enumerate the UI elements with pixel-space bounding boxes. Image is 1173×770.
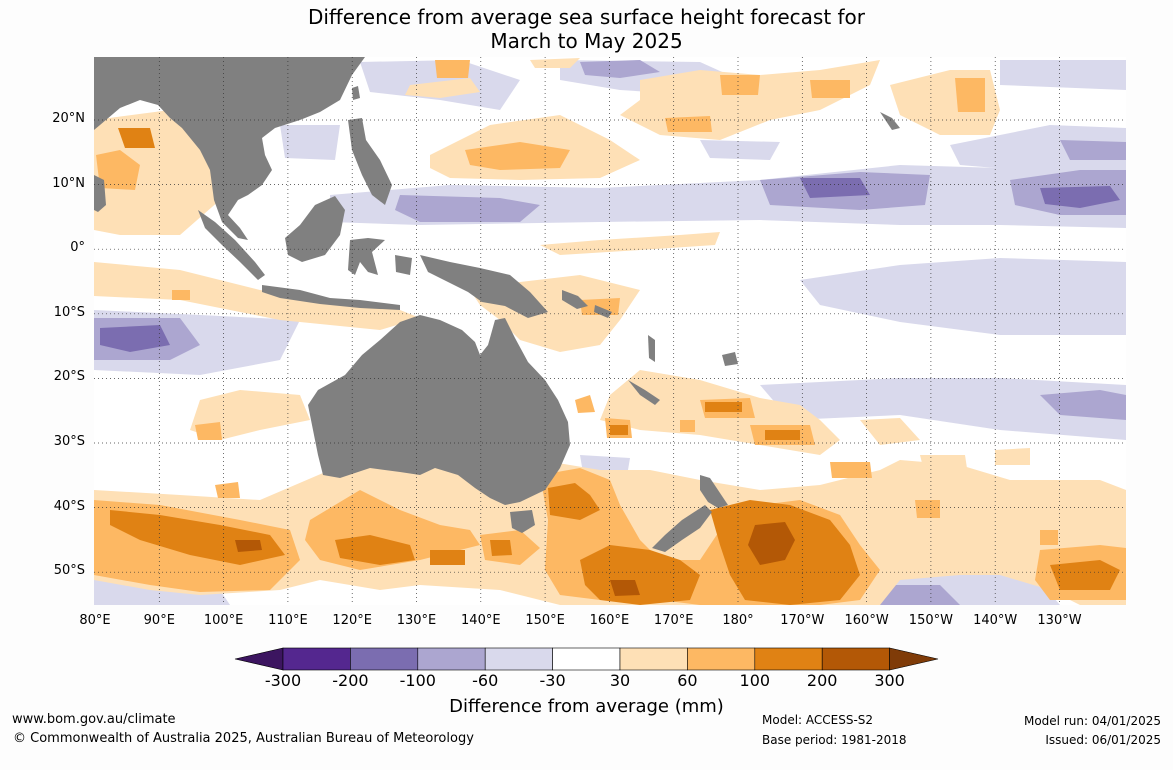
latitude-label: 0° — [70, 240, 85, 256]
map-title-line2: March to May 2025 — [490, 29, 683, 53]
map-title-line1: Difference from average sea surface heig… — [307, 5, 866, 29]
colorbar-tick-label: -30 — [539, 671, 566, 690]
longitude-label: 130°W — [1037, 613, 1082, 628]
copyright-text: © Commonwealth of Australia 2025, Austra… — [13, 731, 474, 746]
colorbar-segment — [687, 647, 756, 671]
latitude-label: 10°S — [53, 304, 85, 320]
land — [94, 57, 900, 552]
anomaly-map — [94, 57, 1126, 605]
colorbar-tick-label: 100 — [739, 671, 771, 690]
colorbar-tick-label: 60 — [677, 671, 698, 690]
colorbar-tick-label: -60 — [472, 671, 499, 690]
colorbar-segment — [350, 647, 419, 671]
anomaly-very-strong-positive — [235, 522, 795, 596]
anomaly-strong-negative — [100, 178, 1120, 352]
map-area — [94, 57, 1126, 605]
model-run-date: Model run: 04/01/2025 — [1023, 714, 1161, 728]
longitude-label: 100°E — [203, 613, 244, 628]
longitude-label: 160°W — [844, 613, 889, 628]
colorbar-segment — [754, 647, 823, 671]
colorbar-segment — [552, 647, 621, 671]
colorbar-tick-label: 200 — [806, 671, 838, 690]
issued-date: Issued: 06/01/2025 — [1045, 733, 1161, 747]
colorbar-tick-label: 30 — [609, 671, 631, 690]
colorbar-segment — [821, 647, 890, 671]
colorbar-segment — [282, 647, 351, 671]
latitude-label: 10°N — [52, 175, 85, 191]
latitude-label: 20°N — [52, 111, 85, 126]
model-name: Model: ACCESS-S2 — [762, 713, 874, 727]
colorbar-segment — [619, 647, 688, 671]
latitude-label: 50°S — [53, 563, 85, 579]
longitude-label: 80°E — [79, 613, 111, 628]
latitude-label: 40°S — [53, 498, 85, 514]
website-link[interactable]: www.bom.gov.au/climate — [12, 712, 176, 727]
longitude-label: 180° — [722, 613, 754, 628]
longitude-label: 140°W — [973, 613, 1018, 628]
longitude-label: 150°E — [525, 613, 565, 628]
longitude-label: 130°E — [396, 613, 437, 628]
longitude-label: 160°E — [589, 613, 630, 628]
longitude-label: 170°E — [653, 613, 694, 628]
colorbar-min-arrow — [234, 647, 284, 671]
longitude-label: 170°W — [780, 613, 825, 628]
colorbar-tick-label: -200 — [332, 671, 369, 690]
longitude-label: 110°E — [268, 613, 308, 628]
longitude-label: 90°E — [143, 613, 175, 628]
gridlines — [94, 57, 1126, 605]
latitude-label: 20°S — [53, 369, 85, 385]
anomaly-strong-positive — [110, 128, 1120, 605]
longitude-label: 150°W — [908, 613, 953, 628]
base-period: Base period: 1981-2018 — [762, 733, 907, 747]
colorbar-segment — [484, 647, 553, 671]
colorbar-tick-label: -100 — [399, 671, 436, 690]
colorbar-tick-label: 300 — [874, 671, 905, 690]
colorbar — [234, 647, 939, 671]
longitude-label: 120°E — [332, 613, 372, 628]
longitude-label: 140°E — [461, 613, 501, 628]
latitude-label: 30°S — [53, 434, 85, 449]
colorbar-segment — [417, 647, 486, 671]
colorbar-tick-label: -300 — [264, 671, 302, 690]
colorbar-max-arrow — [889, 647, 939, 671]
colorbar-label: Difference from average (mm) — [449, 696, 724, 717]
